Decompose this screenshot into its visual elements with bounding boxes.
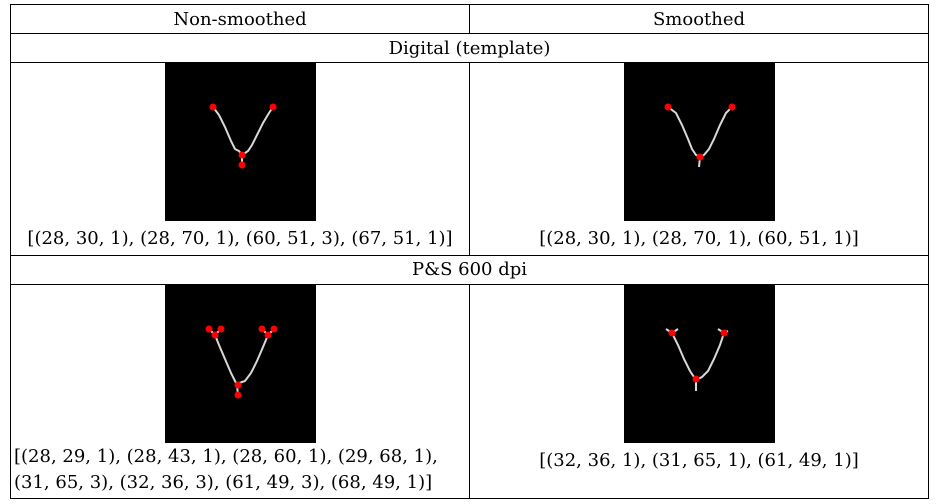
results-table: Non-smoothed Smoothed Digital (template)… [10,3,929,499]
coords-ps600-non-smoothed-line2: (31, 65, 3), (32, 36, 3), (61, 49, 3), (… [14,471,433,493]
cell-ps600-non-smoothed: [(28, 29, 1), (28, 43, 1), (28, 60, 1), … [10,283,470,499]
skeleton-image-ps600-non-smoothed [164,284,316,443]
section-row-digital: Digital (template) [10,33,929,63]
coords-ps600-smoothed: [(32, 36, 1), (31, 65, 1), (61, 49, 1)] [539,449,859,471]
coords-digital-non-smoothed: [(28, 30, 1), (28, 70, 1), (60, 51, 3), … [27,227,453,249]
header-row: Non-smoothed Smoothed [10,3,929,35]
header-smoothed: Smoothed [469,3,929,35]
cell-ps600-smoothed: [(32, 36, 1), (31, 65, 1), (61, 49, 1)] [469,283,929,499]
skeleton-image-ps600-smoothed [623,284,775,443]
skeleton-image-digital-smoothed [623,62,775,221]
section-title-ps600: P&S 600 dpi [10,255,929,285]
coords-ps600-non-smoothed-line1: [(28, 29, 1), (28, 43, 1), (28, 60, 1), … [14,445,438,467]
coords-digital-smoothed: [(28, 30, 1), (28, 70, 1), (60, 51, 1)] [539,227,859,249]
image-row-digital: [(28, 30, 1), (28, 70, 1), (60, 51, 3), … [10,61,929,257]
skeleton-image-digital-non-smoothed [164,62,316,221]
cell-digital-non-smoothed: [(28, 30, 1), (28, 70, 1), (60, 51, 3), … [10,61,470,257]
section-row-ps600: P&S 600 dpi [10,255,929,285]
section-title-digital: Digital (template) [10,33,929,63]
header-non-smoothed: Non-smoothed [10,3,470,35]
cell-digital-smoothed: [(28, 30, 1), (28, 70, 1), (60, 51, 1)] [469,61,929,257]
image-row-ps600: [(28, 29, 1), (28, 43, 1), (28, 60, 1), … [10,283,929,499]
